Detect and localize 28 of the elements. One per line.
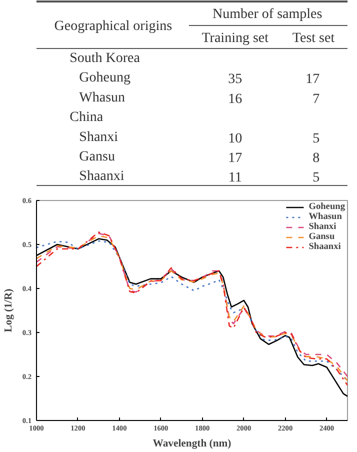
data-label: 17 [306, 72, 320, 88]
data-label: 35 [228, 72, 242, 88]
text: Number of samples [212, 7, 322, 22]
text: Geographical origins [54, 19, 172, 34]
category-label: Shanxi [79, 130, 118, 145]
data-label: 8 [312, 151, 320, 166]
data-label: 16 [228, 92, 242, 107]
category-label: China [70, 110, 104, 126]
legend-label: Whasun [308, 212, 342, 222]
legend-label: Shaanxi [308, 242, 341, 252]
y-axis-title: Log (1/R) [3, 288, 14, 332]
text: Test set [292, 31, 335, 46]
legend-label: Gansu [308, 232, 335, 242]
data-label: 10 [228, 131, 242, 146]
data-label: 11 [228, 170, 242, 186]
legend-label: Shanxi [308, 222, 336, 232]
legend-label: Goheung [308, 202, 345, 212]
category-label: Goheung [79, 70, 131, 86]
category-label: Whasun [79, 90, 126, 106]
category-label: South Korea [70, 51, 141, 66]
category-label: Shaanxi [79, 169, 124, 184]
data-label: 7 [312, 92, 320, 107]
data-label: 17 [228, 151, 242, 166]
x-axis-title: Wavelength (nm) [152, 438, 232, 450]
data-label: 5 [312, 131, 320, 146]
text: Training set [202, 31, 269, 46]
data-label: 5 [312, 170, 320, 186]
category-label: Gansu [79, 150, 115, 164]
